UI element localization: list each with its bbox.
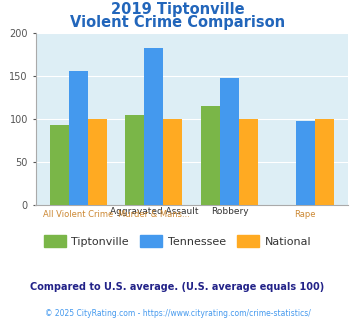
Bar xyxy=(144,49,163,205)
Text: © 2025 CityRating.com - https://www.cityrating.com/crime-statistics/: © 2025 CityRating.com - https://www.city… xyxy=(45,309,310,317)
Bar xyxy=(315,119,334,205)
Bar xyxy=(239,119,258,205)
Bar xyxy=(201,106,220,205)
Text: Compared to U.S. average. (U.S. average equals 100): Compared to U.S. average. (U.S. average … xyxy=(31,282,324,292)
Bar xyxy=(125,115,144,205)
Bar xyxy=(50,125,69,205)
Bar xyxy=(69,71,88,205)
Text: Murder & Mans...: Murder & Mans... xyxy=(118,210,190,218)
Bar xyxy=(88,119,106,205)
Text: 2019 Tiptonville: 2019 Tiptonville xyxy=(111,2,244,16)
Bar xyxy=(296,121,315,205)
Text: Rape: Rape xyxy=(295,210,316,218)
Legend: Tiptonville, Tennessee, National: Tiptonville, Tennessee, National xyxy=(39,231,316,251)
Text: All Violent Crime: All Violent Crime xyxy=(43,210,113,218)
Text: Violent Crime Comparison: Violent Crime Comparison xyxy=(70,15,285,30)
Bar xyxy=(220,79,239,205)
Bar xyxy=(163,119,182,205)
